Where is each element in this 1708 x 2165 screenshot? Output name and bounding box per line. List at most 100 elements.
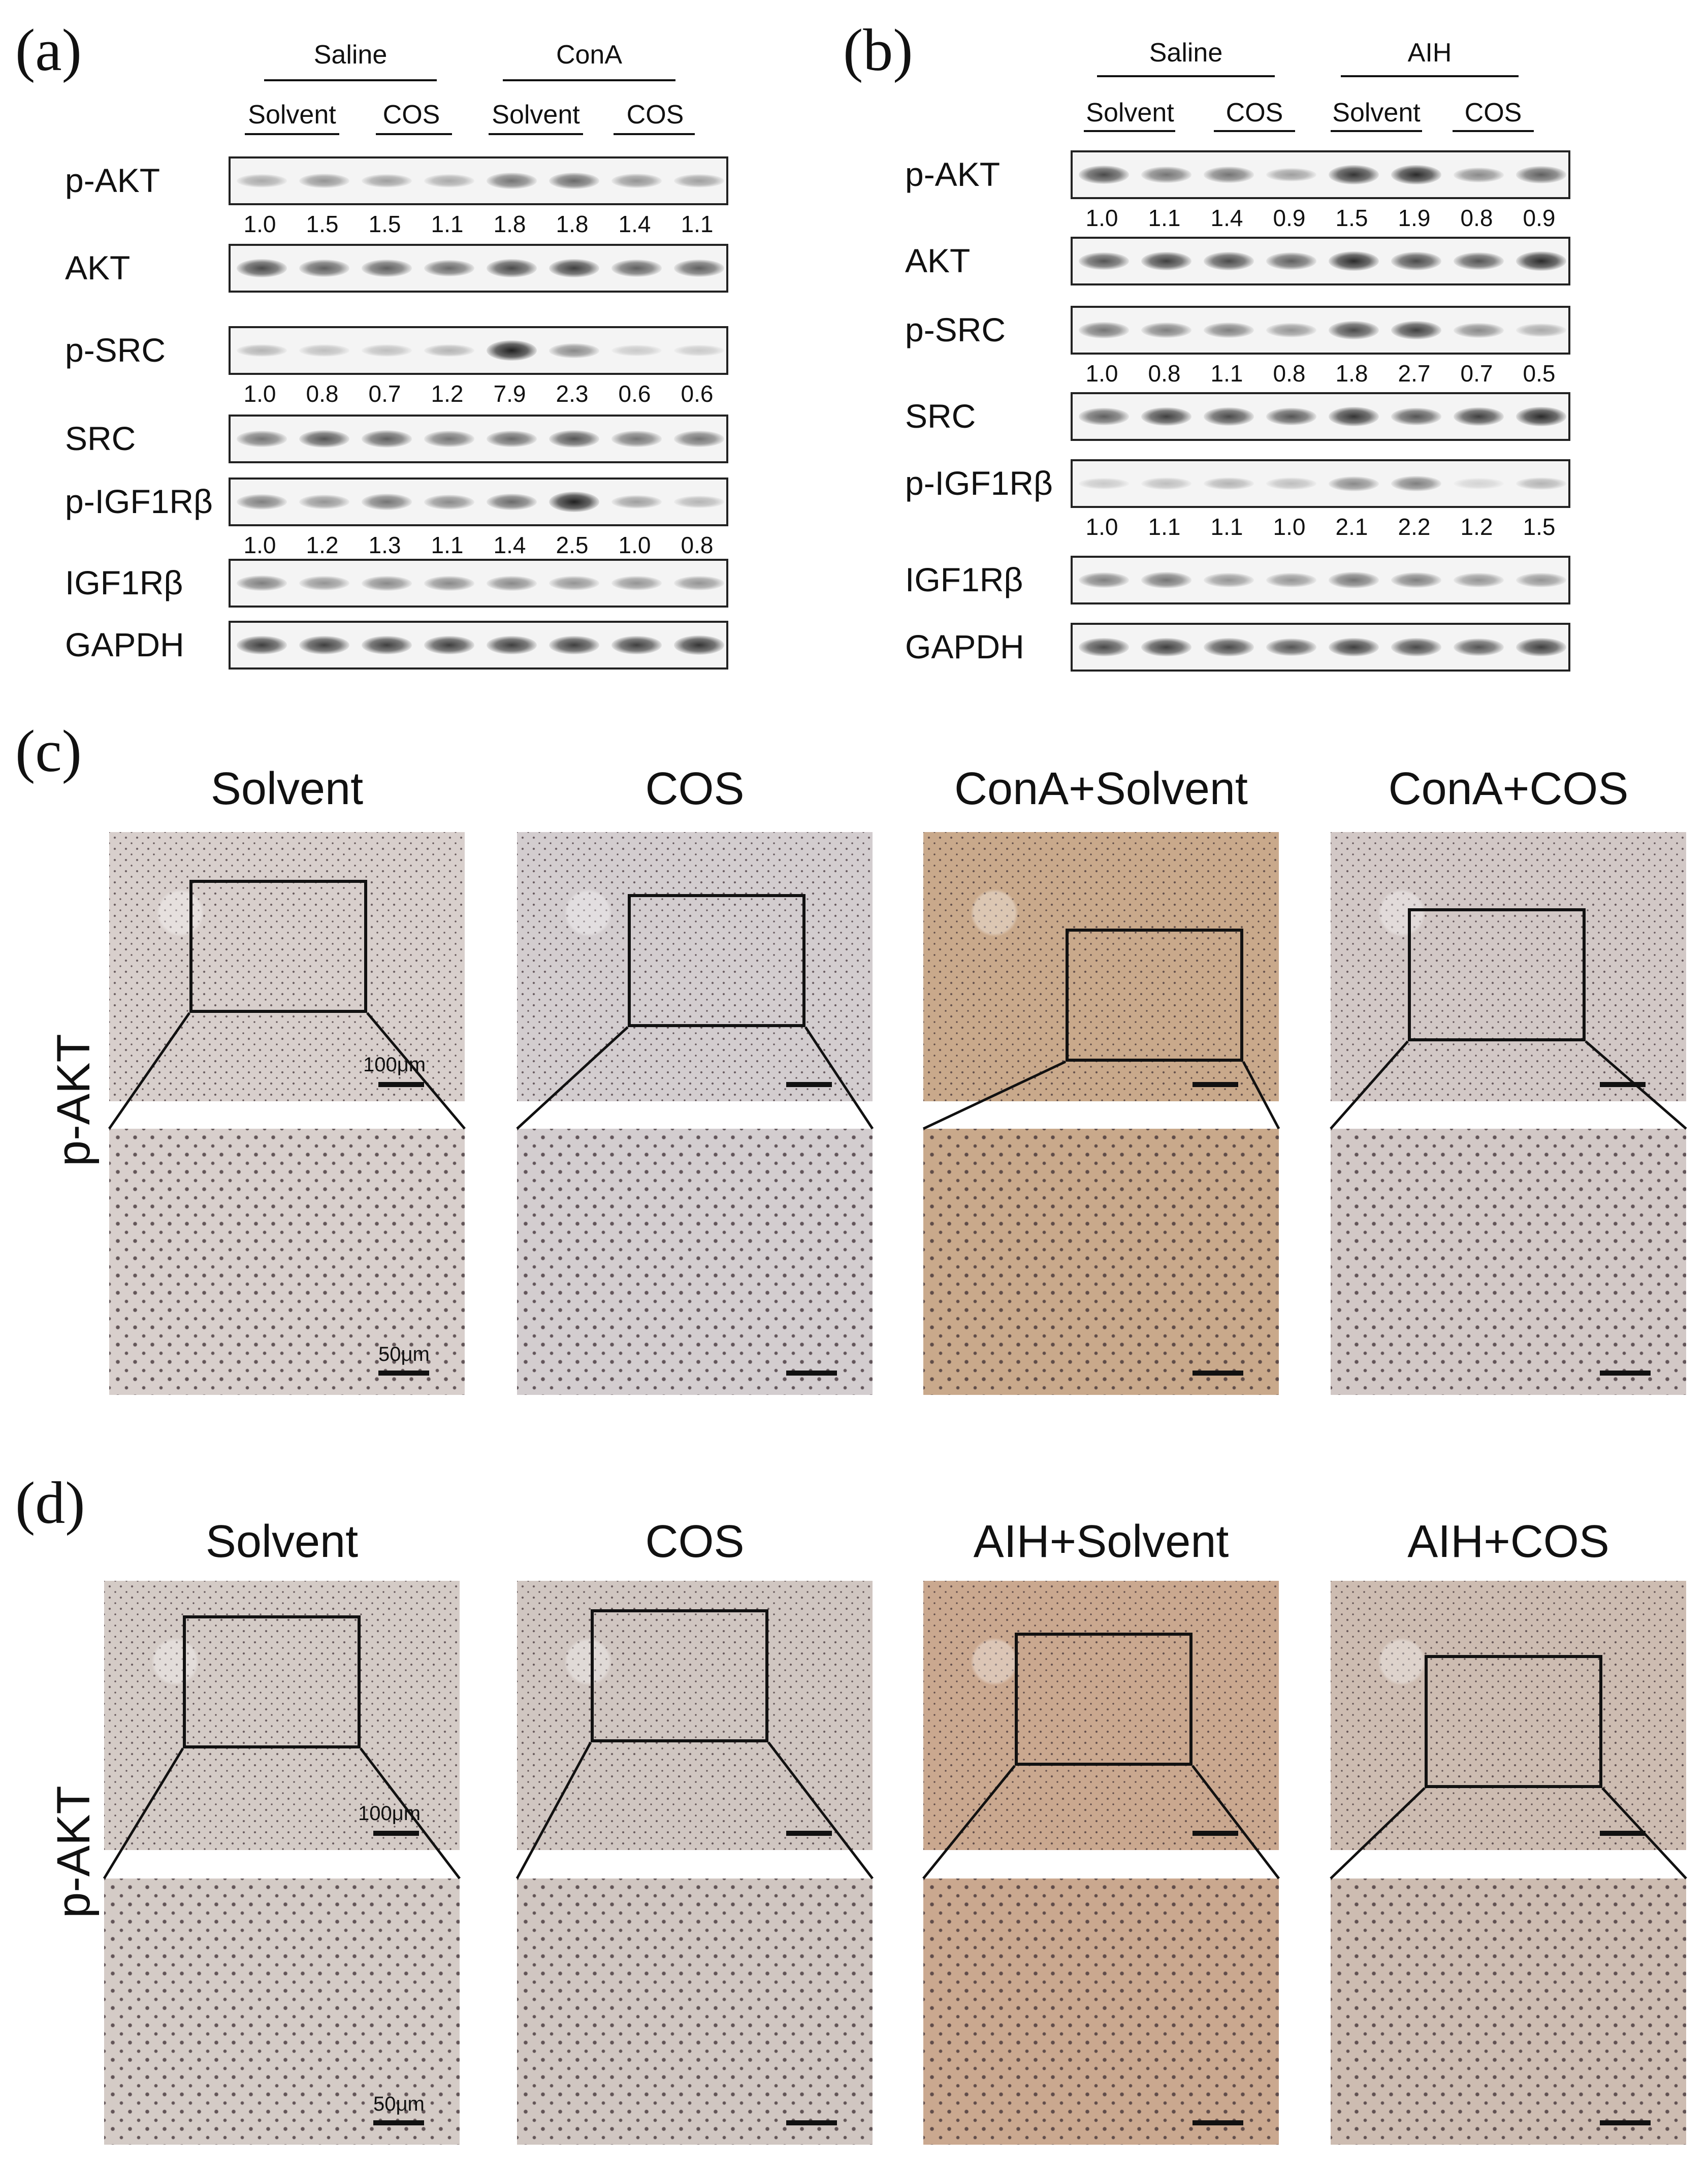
blot-row-label: p-SRC (65, 331, 166, 369)
blot-strip (1071, 306, 1570, 355)
blot-band (611, 344, 662, 357)
blot-band (1204, 638, 1254, 656)
blot-strip (1071, 623, 1570, 672)
ihc-column-title: AIH+COS (1407, 1516, 1609, 1567)
panel-a-underline-2 (376, 133, 452, 135)
ihc-column-title: Solvent (210, 763, 364, 814)
blot-quant-value: 2.1 (1335, 514, 1368, 540)
blot-band (674, 635, 724, 655)
panel-a-sub-3: Solvent (492, 100, 580, 130)
blot-band (487, 430, 537, 448)
blot-quant-value: 0.8 (1273, 360, 1306, 387)
blot-band (237, 259, 287, 277)
blot-band (1266, 323, 1316, 337)
blot-band (1141, 407, 1191, 426)
blot-quant-value: 2.5 (556, 532, 589, 558)
blot-band (362, 576, 412, 591)
panel-a-line-saline (264, 79, 437, 81)
blot-band (1329, 321, 1379, 339)
blot-band (1141, 477, 1191, 490)
blot-quant-value: 1.2 (1460, 514, 1493, 540)
ihc-zoom-region (183, 1615, 361, 1748)
blot-strip (1071, 556, 1570, 604)
blot-quant-value: 1.5 (368, 211, 401, 237)
blot-band (362, 174, 412, 188)
panel-b-underline-2 (1214, 130, 1295, 132)
panel-b-underline-1 (1084, 130, 1175, 132)
blot-quant-value: 1.1 (681, 211, 714, 237)
blot-band (1454, 252, 1504, 270)
blot-band (1204, 252, 1254, 270)
blot-band (1204, 322, 1254, 338)
blot-quant-value: 0.5 (1523, 360, 1556, 387)
blot-quant-value: 1.0 (1085, 205, 1118, 231)
blot-band (611, 635, 662, 655)
blot-band (1141, 167, 1191, 183)
blot-quant-value: 1.4 (493, 532, 526, 558)
scale-bar (1193, 1831, 1238, 1836)
blot-band (1391, 475, 1441, 492)
blot-quant-value: 0.8 (681, 532, 714, 558)
scale-bar (1600, 1831, 1646, 1836)
blot-row-label: IGF1Rβ (65, 564, 183, 601)
blot-band (299, 174, 349, 188)
blot-band (611, 495, 662, 509)
blot-band (1266, 168, 1316, 182)
blot-band (1204, 407, 1254, 426)
blot-band (299, 495, 349, 509)
panel-a-sub-4: COS (626, 100, 684, 130)
blot-quant-value: 1.4 (618, 211, 651, 237)
blot-band (424, 576, 474, 591)
blot-quant-value: 1.1 (1210, 514, 1243, 540)
scale-bar (1600, 1371, 1651, 1376)
blot-band (1516, 573, 1566, 587)
panel-b-group-saline: Saline (1149, 38, 1223, 68)
blot-band (549, 430, 599, 448)
scale-bar (378, 1082, 424, 1087)
blot-band (1329, 407, 1379, 426)
scale-bar (1193, 1082, 1238, 1087)
scale-label-low-mag: 100μm (363, 1054, 426, 1076)
blot-band (424, 635, 474, 655)
ihc-zoom-region (1015, 1633, 1193, 1766)
blot-quant-value: 1.0 (243, 380, 276, 407)
blot-quant-value: 1.1 (431, 532, 464, 558)
blot-quant-value: 2.7 (1398, 360, 1431, 387)
scale-bar (1600, 2120, 1651, 2125)
blot-quant-value: 1.9 (1398, 205, 1431, 231)
blot-strip (229, 156, 728, 205)
blot-row-label: SRC (65, 420, 136, 457)
blot-quant-value: 1.0 (1085, 360, 1118, 387)
blot-band (237, 174, 287, 187)
blot-band (1329, 638, 1379, 657)
blot-band (362, 260, 412, 277)
blot-band (549, 172, 599, 189)
blot-band (1391, 407, 1441, 426)
blot-quant-value: 0.6 (681, 380, 714, 407)
blot-strip (229, 477, 728, 526)
blot-band (1079, 572, 1129, 588)
ihc-zoom-region (591, 1609, 768, 1742)
ihc-zoom-region (189, 880, 367, 1013)
scale-bar (378, 1371, 429, 1376)
blot-band (611, 174, 662, 188)
blot-quant-value: 0.6 (618, 380, 651, 407)
blot-band (299, 635, 349, 655)
blot-band (424, 494, 474, 510)
blot-band (487, 493, 537, 511)
blot-band (1454, 407, 1504, 426)
blot-band (237, 344, 287, 357)
blot-band (237, 575, 287, 591)
blot-band (1079, 252, 1129, 270)
blot-band (549, 343, 599, 358)
blot-band (1329, 572, 1379, 588)
blot-strip (1071, 459, 1570, 508)
blot-strip (1071, 237, 1570, 285)
blot-strip (229, 415, 728, 463)
blot-band (299, 576, 349, 590)
blot-band (1141, 638, 1191, 657)
blot-quant-value: 0.8 (1148, 360, 1181, 387)
ihc-zoom-region (1066, 929, 1243, 1062)
blot-band (362, 344, 412, 357)
blot-band (362, 430, 412, 448)
